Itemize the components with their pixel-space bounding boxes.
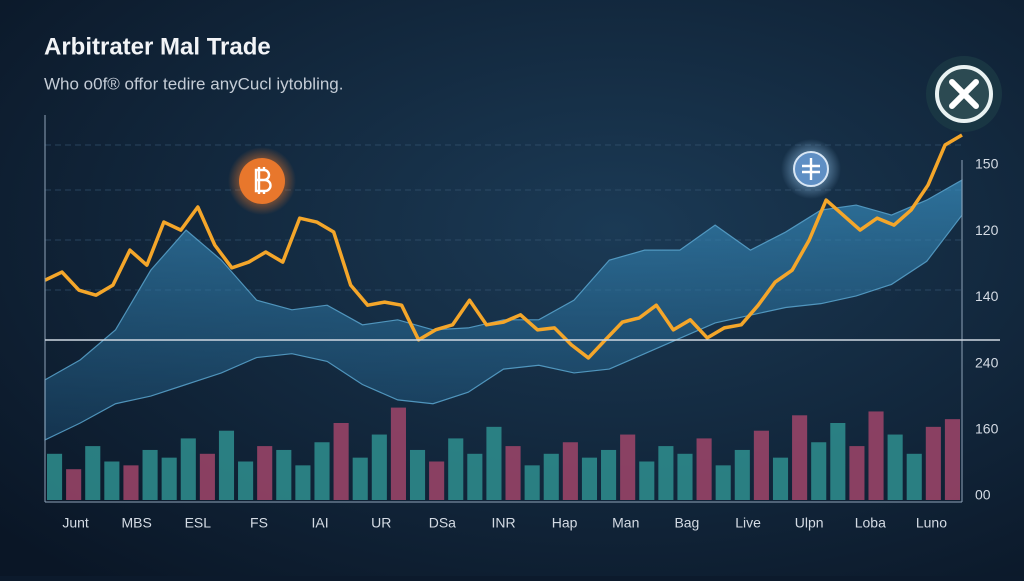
volume-bar (811, 442, 827, 500)
volume-bar (620, 434, 636, 500)
x-tick-label: IAI (312, 515, 329, 531)
volume-bar (734, 449, 750, 500)
y-tick-label: 240 (975, 354, 999, 370)
x-tick-label: Hap (552, 515, 578, 531)
volume-bar (925, 426, 941, 500)
y-tick-label: 150 (975, 156, 999, 172)
y-tick-label: 00 (975, 487, 991, 503)
volume-bar (562, 442, 578, 500)
chart-subtitle: Who o0f® offor tedire anyCucl iytobling. (44, 74, 343, 93)
volume-bar (352, 457, 368, 500)
volume-bar (66, 469, 82, 500)
volume-bar (543, 453, 559, 500)
volume-bar (85, 446, 101, 500)
y-tick-label: 120 (975, 222, 999, 238)
volume-bar (333, 423, 349, 500)
volume-bar (944, 419, 960, 500)
x-tick-label: UR (371, 515, 391, 531)
volume-bar (486, 426, 502, 500)
volume-bar (104, 461, 120, 500)
y-tick-label: 160 (975, 421, 999, 437)
volume-bar (677, 453, 693, 500)
x-tick-label: Ulpn (795, 515, 824, 531)
volume-bar (295, 465, 311, 500)
volume-bar (161, 457, 177, 500)
volume-bar (47, 453, 63, 500)
volume-bar (505, 446, 521, 500)
volume-bar (257, 446, 273, 500)
volume-bar (199, 453, 215, 500)
volume-bar (390, 407, 406, 500)
volume-bar (715, 465, 731, 500)
volume-bar (868, 411, 884, 500)
volume-bar (238, 461, 254, 500)
x-tick-label: Bag (674, 515, 699, 531)
x-tick-label: Luno (916, 515, 947, 531)
x-tick-label: INR (491, 515, 515, 531)
volume-bar (218, 430, 235, 500)
volume-bar (887, 434, 903, 500)
volume-bar (123, 465, 139, 500)
bitcoin-icon (228, 147, 296, 215)
volume-bar (429, 461, 445, 500)
volume-bar (753, 430, 769, 500)
volume-bar (639, 461, 655, 500)
x-tick-label: Loba (855, 515, 886, 531)
volume-bar (601, 449, 617, 500)
x-tick-label: Man (612, 515, 639, 531)
volume-bar (792, 415, 808, 500)
volume-bar (467, 453, 483, 500)
volume-bar (314, 442, 330, 500)
coin-icon (781, 139, 841, 199)
exchange-icon (926, 56, 1002, 132)
volume-bar (448, 438, 464, 500)
x-tick-label: Junt (62, 515, 89, 531)
volume-bar (180, 438, 196, 500)
volume-bar (830, 423, 846, 500)
volume-bar (276, 449, 292, 500)
volume-bar (142, 449, 158, 500)
x-tick-label: ESL (185, 515, 212, 531)
volume-bar (658, 446, 674, 500)
x-tick-label: Live (735, 515, 761, 531)
volume-bar (906, 453, 922, 500)
volume-bar (696, 438, 712, 500)
volume-bar (772, 457, 789, 500)
volume-bar (409, 449, 426, 500)
volume-bar (581, 457, 598, 500)
x-tick-label: FS (250, 515, 268, 531)
x-tick-label: DSa (429, 515, 456, 531)
volume-bar (849, 446, 865, 500)
volume-bar (524, 465, 540, 500)
price-line (44, 133, 963, 360)
y-tick-label: 140 (975, 288, 999, 304)
volume-bar (371, 434, 387, 500)
x-tick-label: MBS (122, 515, 152, 531)
chart-title: Arbitrater Mal Trade (44, 33, 271, 60)
